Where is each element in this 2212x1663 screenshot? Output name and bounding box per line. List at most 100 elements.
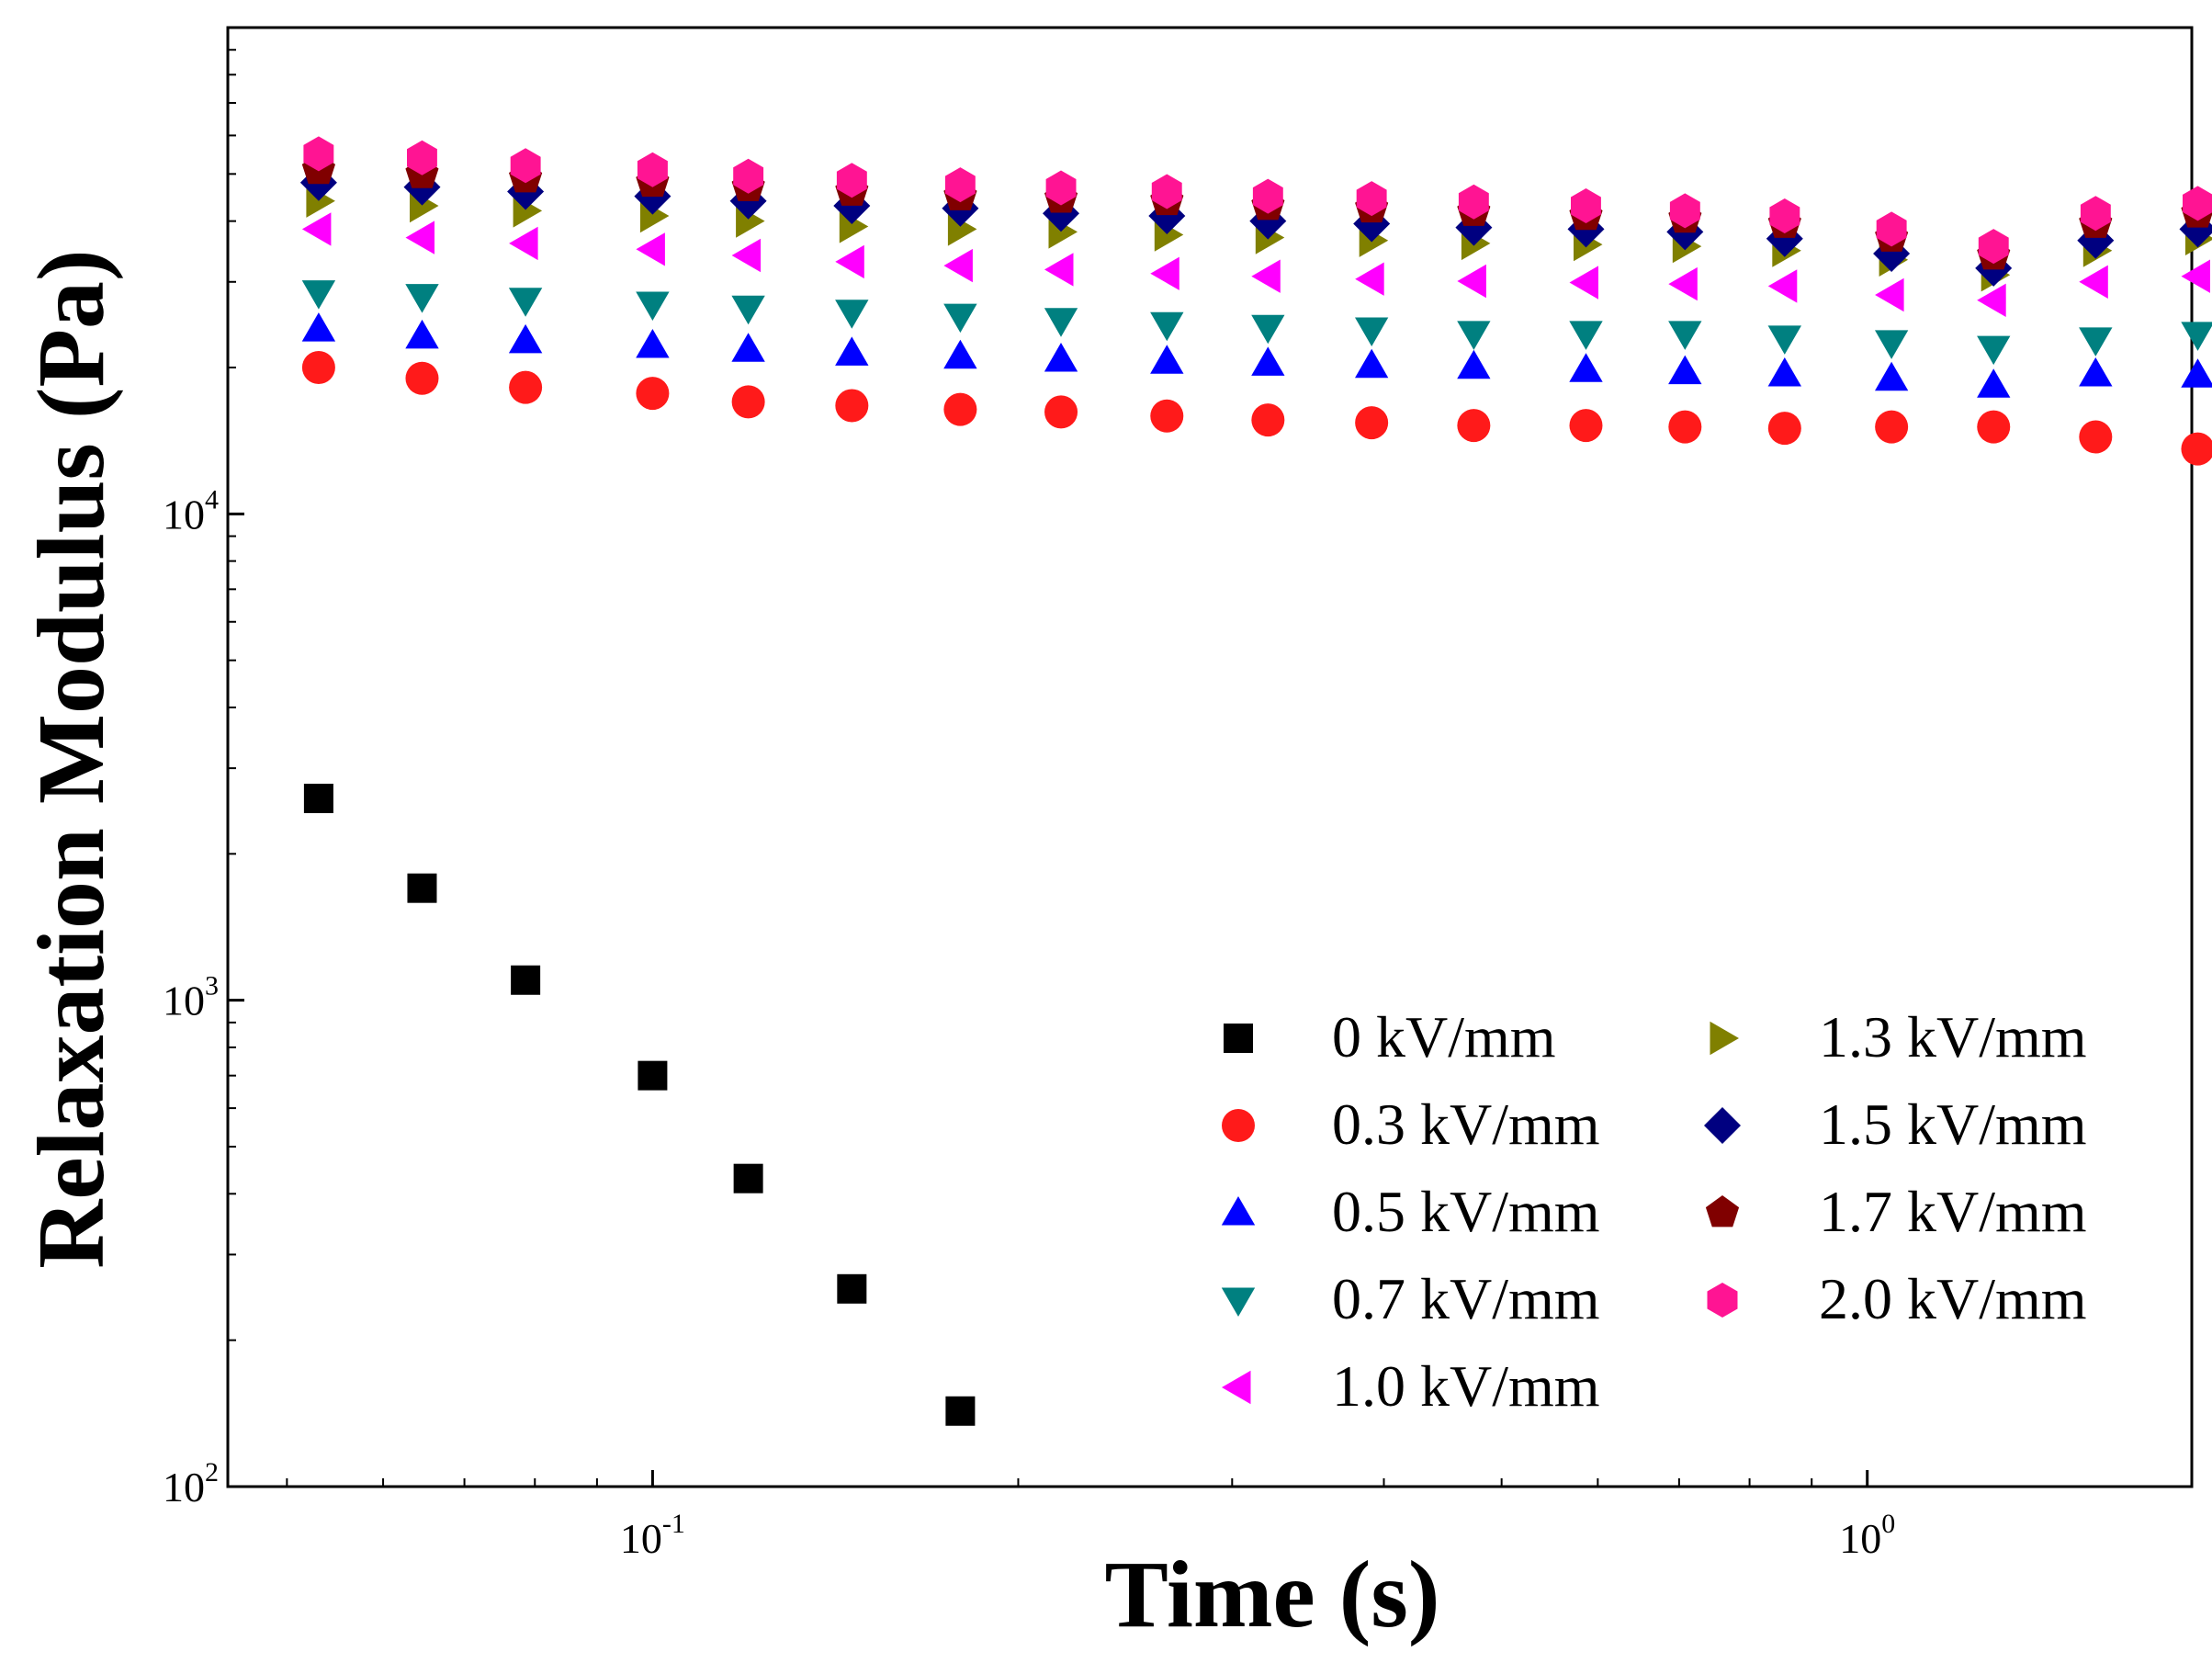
data-point: [1150, 345, 1184, 374]
data-point: [2079, 265, 2108, 299]
data-point: [837, 1273, 867, 1304]
data-point: [1356, 181, 1387, 217]
data-point: [943, 248, 973, 283]
data-point: [405, 361, 439, 395]
data-point: [1767, 357, 1801, 387]
data-point: [1251, 346, 1285, 376]
data-point: [1977, 368, 2011, 398]
data-point: [1355, 348, 1389, 379]
data-point: [943, 392, 977, 426]
legend-marker: [1222, 1109, 1255, 1142]
data-point: [835, 244, 864, 279]
data-point: [511, 965, 541, 995]
data-point: [1252, 178, 1283, 214]
data-point: [303, 136, 334, 172]
data-point: [1044, 395, 1078, 429]
data-point: [636, 329, 670, 358]
data-point: [510, 148, 541, 184]
data-point: [1569, 409, 1603, 443]
series-1-0-kv-mm: [301, 212, 2210, 317]
data-point: [2080, 196, 2111, 232]
data-point: [509, 370, 543, 404]
data-point: [836, 163, 867, 198]
data-point: [1150, 256, 1179, 290]
legend-label: 1.0 kV/mm: [1332, 1353, 1600, 1419]
axis-ticks: 102 103 104 10-1 100: [163, 49, 1895, 1562]
series-1-5-kv-mm: [299, 164, 2212, 287]
data-point: [1668, 321, 1702, 350]
data-point: [1571, 188, 1601, 223]
data-point: [1044, 308, 1078, 337]
data-point: [1977, 335, 2011, 366]
data-point: [943, 303, 977, 334]
data-point: [301, 212, 332, 246]
data-point: [1044, 343, 1078, 372]
legend: 0 kV/mm 0.3 kV/mm 0.5 kV/mm 0.7 kV/mm 1.0 kV…: [1221, 1004, 2087, 1419]
data-point: [1977, 410, 2011, 444]
data-point: [1569, 321, 1603, 350]
legend-marker: [1221, 1287, 1256, 1317]
data-point: [301, 280, 336, 310]
data-point: [1875, 330, 1909, 359]
y-tick-label: 104: [163, 484, 219, 537]
data-point: [407, 140, 437, 175]
y-tick-label: 103: [163, 971, 219, 1024]
data-point: [1355, 406, 1389, 440]
data-point: [636, 291, 670, 321]
legend-label: 1.7 kV/mm: [1819, 1179, 2087, 1244]
legend-marker: [1221, 1196, 1256, 1226]
data-point: [1767, 325, 1801, 355]
data-point: [733, 158, 764, 194]
data-point: [1045, 170, 1077, 206]
legend-label: 0.3 kV/mm: [1332, 1092, 1600, 1157]
legend-marker: [1710, 1021, 1739, 1056]
data-point: [1355, 262, 1384, 296]
data-point: [945, 1396, 976, 1426]
data-point: [1457, 409, 1491, 443]
data-point: [1668, 266, 1698, 301]
data-point: [1767, 269, 1798, 303]
data-point: [637, 152, 668, 187]
data-point: [1251, 314, 1285, 345]
data-point: [1875, 361, 1909, 391]
data-point: [2181, 358, 2212, 388]
data-point: [1876, 211, 1907, 247]
x-axis-title: Time (s): [1105, 1542, 1440, 1647]
series-0-7-kv-mm: [301, 280, 2212, 366]
legend-label: 0 kV/mm: [1332, 1004, 1556, 1069]
data-point: [301, 350, 335, 384]
legend-marker: [1224, 1024, 1253, 1053]
legend-marker: [1707, 1283, 1738, 1318]
data-point: [1668, 355, 1702, 385]
data-point: [1457, 321, 1491, 350]
legend-marker: [1705, 1195, 1740, 1227]
data-point: [405, 221, 434, 255]
data-point: [405, 284, 439, 313]
data-point: [944, 167, 976, 203]
data-point: [731, 385, 765, 419]
data-points: [299, 136, 2212, 1426]
x-tick-label: 100: [1839, 1509, 1895, 1562]
data-point: [2181, 322, 2212, 351]
data-point: [2181, 432, 2212, 466]
series-2-0-kv-mm: [303, 136, 2212, 265]
legend-marker: [1704, 1107, 1741, 1144]
data-point: [1978, 229, 2009, 265]
data-point: [1977, 283, 2006, 317]
data-point: [731, 238, 762, 273]
data-point: [508, 288, 543, 317]
data-point: [733, 1163, 763, 1194]
data-point: [1875, 410, 1909, 444]
data-point: [731, 295, 765, 325]
data-point: [1769, 198, 1800, 233]
data-point: [508, 323, 543, 354]
y-tick-label: 102: [163, 1457, 219, 1510]
data-point: [2079, 327, 2113, 356]
data-point: [2079, 357, 2113, 387]
data-point: [407, 873, 437, 903]
data-point: [835, 336, 869, 366]
y-axis-title: Relaxation Modulus (Pa): [18, 249, 124, 1268]
data-point: [1457, 349, 1491, 379]
data-point: [731, 333, 765, 362]
